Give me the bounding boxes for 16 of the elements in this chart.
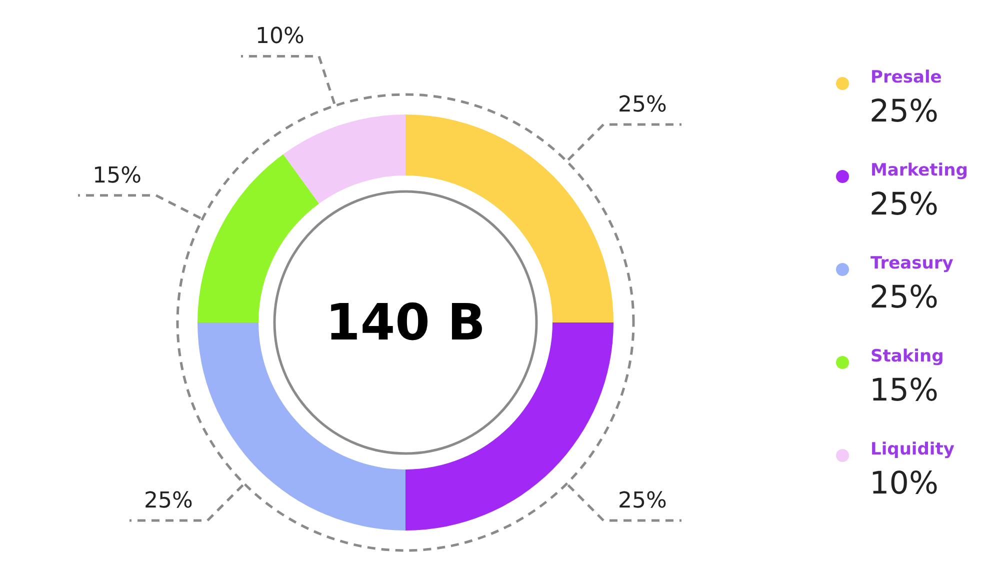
data-label: 10% (256, 24, 304, 50)
text: 140 B (326, 294, 486, 352)
data-label: 25% (144, 488, 193, 514)
data-label: 15% (92, 163, 142, 188)
legend-label: Marketing (870, 160, 968, 180)
legend-label: Treasury (870, 254, 954, 274)
text: 25% (870, 94, 938, 130)
data-label: 25% (618, 488, 667, 514)
text: 25% (870, 280, 938, 316)
text: 10% (870, 466, 938, 502)
legend-label: Liquidity (870, 440, 954, 460)
text: 25% (870, 186, 938, 222)
data-label: 25% (618, 92, 667, 118)
text: 15% (870, 372, 938, 408)
legend-label: Staking (870, 346, 944, 366)
legend-label: Presale (870, 68, 942, 88)
